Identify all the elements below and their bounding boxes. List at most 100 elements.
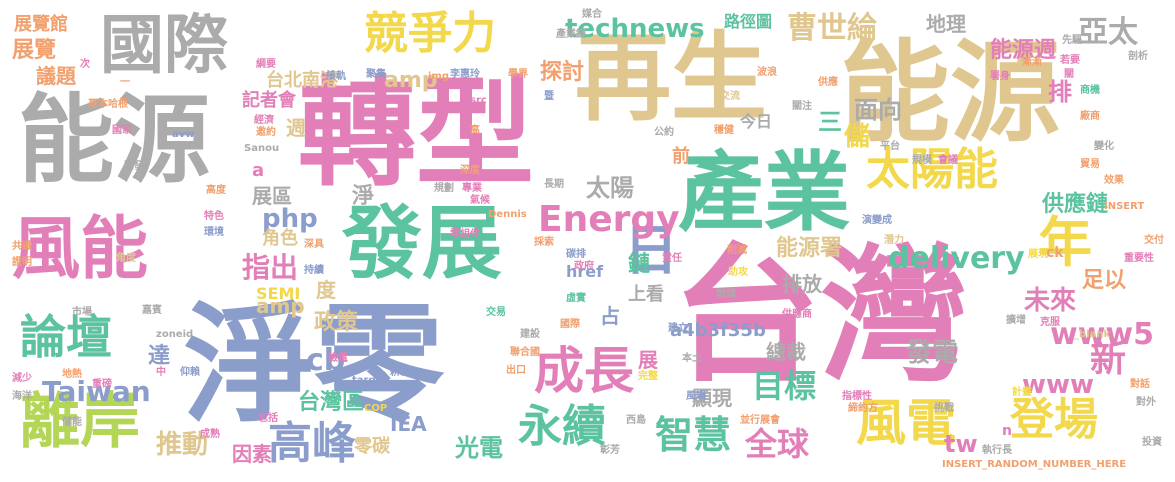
cloud-word: 週 — [286, 116, 306, 140]
cloud-word: 穩健 — [714, 125, 734, 136]
cloud-word: 會議 — [938, 155, 958, 166]
cloud-word: 新 — [1090, 339, 1127, 380]
cloud-word: 建立 — [668, 323, 688, 334]
cloud-word: 排 — [1048, 78, 1072, 106]
cloud-word: 推動 — [156, 430, 209, 460]
cloud-word: amp — [256, 294, 305, 318]
cloud-word: 重磅 — [92, 379, 112, 390]
cloud-word: 開發 — [124, 161, 144, 172]
cloud-word: 規劃 — [434, 183, 454, 194]
cloud-word: 執行長 — [982, 445, 1012, 456]
cloud-word: 出口 — [506, 365, 526, 376]
cloud-word: 波浪 — [757, 67, 777, 78]
cloud-word: Taiwan — [42, 375, 151, 408]
cloud-word: 前 — [672, 146, 690, 167]
cloud-word: 發展 — [342, 197, 502, 290]
cloud-word: 高峰 — [268, 418, 356, 469]
cloud-word: 論壇 — [20, 310, 112, 364]
cloud-word: 本土 — [682, 353, 702, 364]
cloud-word: 聯合國 — [510, 347, 540, 358]
cloud-word: 登場 — [1010, 394, 1098, 445]
cloud-word: 接軌 — [326, 71, 346, 82]
cloud-word: cb — [306, 343, 346, 378]
cloud-word: 共識 — [12, 241, 32, 252]
cloud-word: 市場 — [72, 307, 92, 318]
cloud-word: 太陽能 — [866, 144, 998, 195]
cloud-word: 中 — [156, 367, 166, 378]
cloud-word: 指標性 — [842, 391, 872, 402]
cloud-word: php — [262, 204, 318, 234]
cloud-word: 嘉賓 — [142, 305, 162, 316]
cloud-word: avw — [172, 129, 195, 140]
cloud-word: 削減 — [727, 245, 747, 256]
cloud-word: 克服 — [1040, 317, 1060, 328]
cloud-word: www5 — [1050, 317, 1155, 352]
cloud-word: 太陽 — [586, 174, 634, 202]
cloud-word: 綱要 — [256, 59, 276, 70]
cloud-word: 檢電 — [328, 353, 348, 364]
cloud-word: 議題 — [36, 64, 76, 88]
cloud-word: 發電 — [906, 338, 959, 368]
cloud-word: 計畫 — [1012, 387, 1032, 398]
cloud-word: 若要 — [1060, 55, 1080, 66]
cloud-word: 台北南港 — [266, 70, 338, 91]
cloud-word: 交付 — [1144, 235, 1164, 246]
cloud-word: 亞太 — [1078, 15, 1138, 50]
cloud-word: 角度 — [116, 253, 136, 264]
cloud-word: 風能 — [12, 210, 149, 289]
cloud-word: 今日 — [740, 112, 773, 131]
cloud-word: 碳排 — [566, 249, 586, 260]
cloud-word: 風電 — [856, 394, 956, 452]
cloud-word: 三 — [818, 108, 842, 136]
cloud-word: 達 — [148, 344, 171, 369]
cloud-word: 挑戰 — [934, 403, 954, 414]
cloud-word: 公約 — [654, 127, 674, 138]
cloud-word: 重要性 — [1124, 253, 1154, 264]
cloud-word: INSERT — [1104, 201, 1145, 212]
cloud-word: 面向 — [854, 96, 902, 124]
cloud-word: 關注 — [792, 101, 812, 112]
cloud-word: 台灣區 — [298, 390, 365, 415]
cloud-word: 地理 — [926, 12, 966, 36]
cloud-word: 貿易 — [1080, 159, 1100, 170]
cloud-word: 交流 — [720, 91, 740, 102]
cloud-word: 變化 — [1094, 141, 1114, 152]
cloud-word: 採索 — [534, 237, 554, 248]
cloud-word: 關 — [1064, 69, 1074, 80]
cloud-word: 商機 — [1080, 85, 1100, 96]
cloud-word: 供應 — [818, 77, 838, 88]
cloud-word: zoneid — [156, 329, 194, 340]
cloud-word: 規模 — [912, 155, 932, 166]
cloud-word: 淨零 — [184, 289, 445, 441]
cloud-word: 擴增 — [1006, 315, 1026, 326]
cloud-word: 儲 — [844, 122, 871, 152]
cloud-word: amp — [384, 68, 438, 93]
cloud-word: 深具 — [304, 239, 324, 250]
cloud-word: href — [566, 262, 604, 281]
cloud-word: 仰賴 — [180, 367, 200, 378]
cloud-word: 對外 — [1136, 397, 1156, 408]
cloud-word: _blank — [1074, 329, 1111, 340]
cloud-word: 並行展會 — [740, 415, 780, 426]
cloud-word: 淨 — [352, 184, 375, 209]
cloud-word: 締約方 — [848, 403, 878, 414]
cloud-word: 邀約 — [256, 127, 276, 138]
cloud-word: 學界 — [508, 69, 528, 80]
cloud-word: 總裁 — [766, 340, 806, 364]
cloud-word: 展區 — [252, 184, 292, 208]
cloud-word: img — [428, 71, 450, 82]
cloud-word: SEMI — [256, 284, 301, 303]
cloud-word: 包括 — [258, 413, 278, 424]
cloud-word: 廠商 — [1080, 111, 1100, 122]
cloud-word: 競爭力 — [364, 8, 496, 59]
cloud-word: 離岸 — [20, 387, 140, 457]
cloud-word: a4b3f35b — [670, 320, 766, 341]
cloud-word: 助攻 — [728, 267, 748, 278]
cloud-word: 經濟 — [254, 115, 274, 126]
cloud-word: Energy — [538, 199, 680, 240]
cloud-word: 再生 — [575, 22, 767, 134]
cloud-word: 產業鏈 — [556, 29, 586, 40]
cloud-word: 未來 — [1024, 286, 1077, 316]
cloud-word: 供應鏈 — [1042, 192, 1109, 217]
cloud-word: 路徑圖 — [724, 12, 773, 31]
